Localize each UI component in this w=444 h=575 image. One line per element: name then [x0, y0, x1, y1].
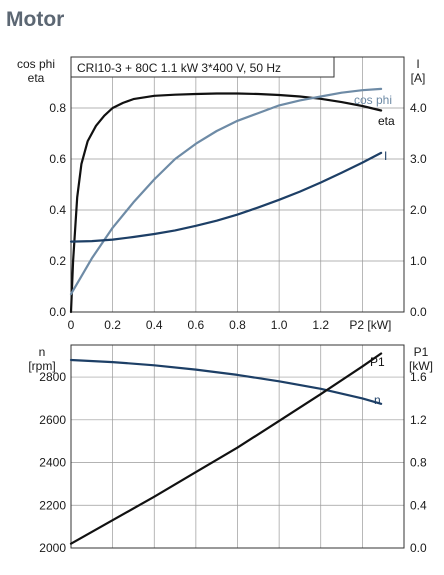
- top-y-right-label-unit: [A]: [411, 71, 426, 85]
- top-y-right-ticks: 0.0 1.0 2.0 3.0 4.0: [410, 101, 427, 319]
- bottom-y-right-ticks: 0.0 0.4 0.8 1.2 1.6: [410, 370, 427, 555]
- x-tick-label: 1.2: [312, 318, 329, 332]
- bottom-chart: n [rpm] P1 [kW] 2000 2200 2400 2600 2800 0.0…: [28, 344, 433, 555]
- x-tick-label: P2 [kW]: [349, 318, 391, 332]
- y-right-tick-label: 0.4: [410, 498, 427, 512]
- top-y-left-ticks: 0.0 0.2 0.4 0.6 0.8: [49, 101, 66, 319]
- series-label-cosphi: cos phi: [354, 93, 392, 107]
- series-label-n: n: [374, 393, 381, 407]
- y-left-tick-label: 0.0: [49, 305, 66, 319]
- bottom-chart-frame: [70, 344, 405, 549]
- top-series: [69, 87, 383, 314]
- y-right-tick-label: 1.2: [410, 413, 427, 427]
- y-right-tick-label: 3.0: [410, 152, 427, 166]
- y-left-tick-label: 2800: [39, 370, 66, 384]
- top-x-ticks: 0 0.2 0.4 0.6 0.8 1.0 1.2 P2 [kW]: [68, 318, 392, 332]
- y-left-tick-label: 2000: [39, 541, 66, 555]
- bottom-chart-grid: [71, 345, 404, 548]
- bottom-y-left-label-unit: [rpm]: [28, 359, 55, 373]
- y-right-tick-label: 4.0: [410, 101, 427, 115]
- y-left-tick-label: 2200: [39, 498, 66, 512]
- x-tick-label: 0.6: [188, 318, 205, 332]
- page-heading: Motor: [6, 8, 64, 31]
- bottom-y-right-label-p1: P1: [414, 345, 429, 359]
- y-right-tick-label: 1.0: [410, 254, 427, 268]
- y-right-tick-label: 0.0: [410, 541, 427, 555]
- x-tick-label: 0.8: [229, 318, 246, 332]
- info-box: [70, 56, 335, 78]
- series-label-p1: P1: [370, 355, 385, 369]
- series-line-p1: [69, 352, 383, 545]
- y-left-tick-label: 2400: [39, 456, 66, 470]
- top-y-left-label-eta: eta: [28, 71, 45, 85]
- y-left-tick-label: 2600: [39, 413, 66, 427]
- x-tick-label: 0.2: [104, 318, 121, 332]
- top-chart: CRI10-3 + 80C 1.1 kW 3*400 V, 50 Hz cos …: [17, 56, 427, 332]
- series-line-cos-phi: [69, 87, 383, 296]
- y-left-tick-label: 0.8: [49, 101, 66, 115]
- x-tick-label: 0.4: [146, 318, 163, 332]
- y-right-tick-label: 0.0: [410, 305, 427, 319]
- y-left-tick-label: 0.6: [49, 152, 66, 166]
- y-left-tick-label: 0.2: [49, 254, 66, 268]
- top-y-right-label-i: I: [416, 57, 419, 71]
- series-label-eta: eta: [378, 114, 395, 128]
- bottom-y-left-ticks: 2000 2200 2400 2600 2800: [39, 370, 66, 555]
- info-box-text: CRI10-3 + 80C 1.1 kW 3*400 V, 50 Hz: [77, 61, 281, 75]
- series-line-n: [69, 358, 383, 405]
- y-right-tick-label: 0.8: [410, 456, 427, 470]
- series-line-i: [69, 151, 383, 243]
- y-left-tick-label: 0.4: [49, 203, 66, 217]
- x-tick-label: 1.0: [271, 318, 288, 332]
- bottom-series: [69, 352, 383, 545]
- bottom-y-right-label-unit: [kW]: [409, 359, 433, 373]
- series-label-i: I: [384, 149, 387, 163]
- y-right-tick-label: 2.0: [410, 203, 427, 217]
- x-tick-label: 0: [68, 318, 75, 332]
- top-y-left-label-cosphi: cos phi: [17, 57, 55, 71]
- bottom-y-left-label-n: n: [39, 345, 46, 359]
- y-right-tick-label: 1.6: [410, 370, 427, 384]
